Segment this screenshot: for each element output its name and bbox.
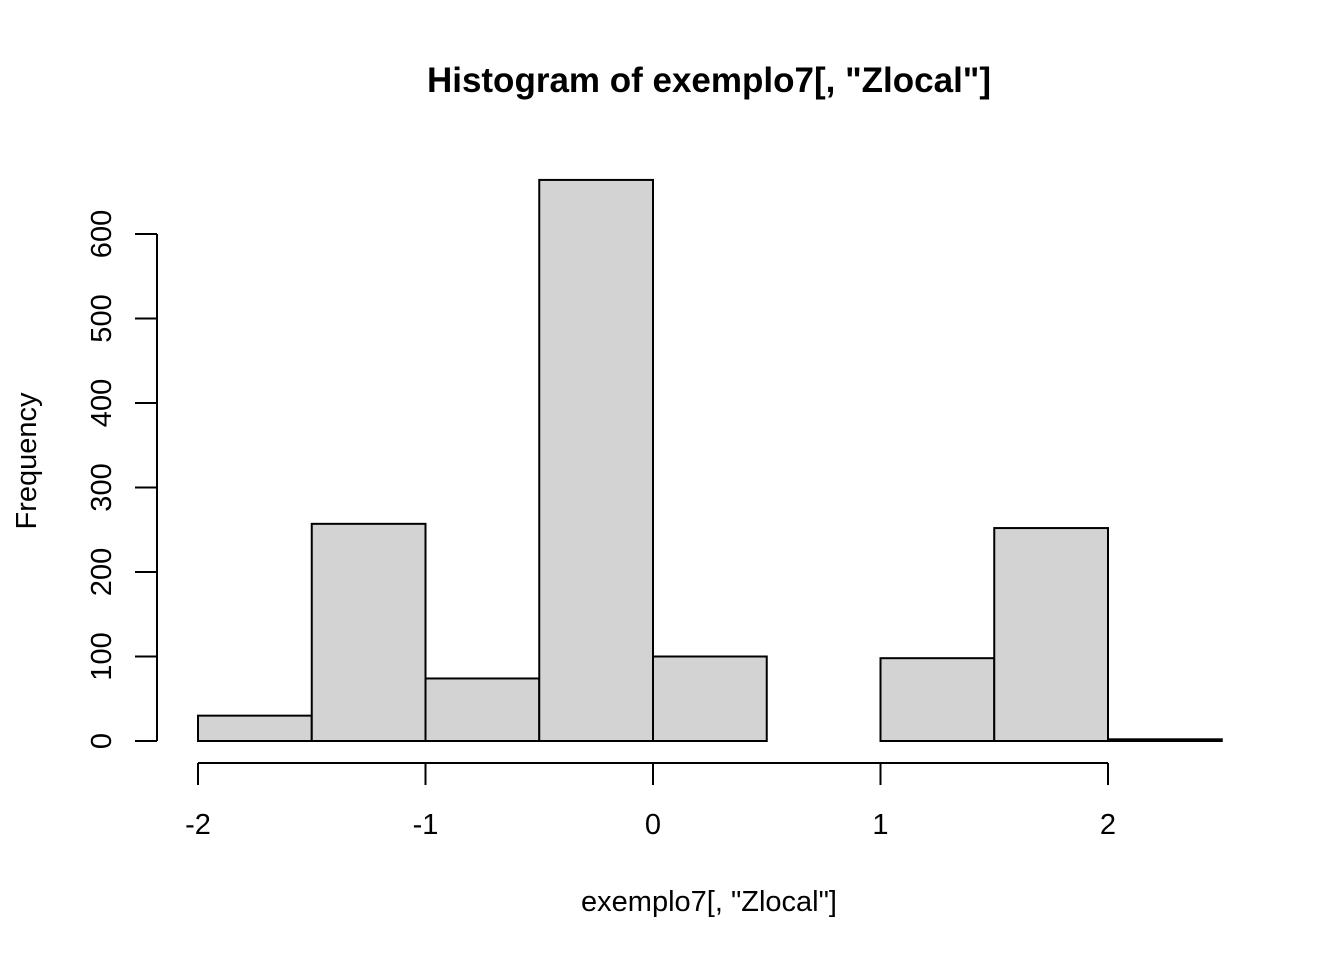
histogram-bar bbox=[197, 714, 313, 743]
histogram-bar bbox=[1107, 738, 1223, 742]
y-axis-label: Frequency bbox=[11, 392, 43, 530]
x-tick-label: -1 bbox=[413, 809, 439, 841]
x-axis-label: exemplo7[, "Zlocal"] bbox=[581, 886, 837, 918]
x-axis: -2 -1 0 1 2 bbox=[185, 762, 1116, 841]
y-axis: 0 100 200 300 400 500 600 bbox=[86, 210, 158, 749]
chart-title: Histogram of exemplo7[, "Zlocal"] bbox=[427, 61, 991, 100]
y-tick-label: 200 bbox=[86, 548, 118, 596]
y-tick-label: 0 bbox=[86, 733, 118, 749]
histogram-bar bbox=[424, 677, 541, 742]
y-tick-label: 100 bbox=[86, 632, 118, 680]
x-tick-label: 0 bbox=[645, 809, 661, 841]
histogram-bar bbox=[993, 527, 1109, 742]
x-tick-label: 1 bbox=[872, 809, 888, 841]
y-tick-label: 500 bbox=[86, 294, 118, 342]
bars-group bbox=[197, 178, 1223, 743]
histogram-bar bbox=[652, 655, 768, 742]
y-tick-label: 300 bbox=[86, 463, 118, 511]
histogram-bar bbox=[879, 657, 996, 742]
histogram-bar bbox=[538, 178, 654, 743]
y-tick-label: 400 bbox=[86, 379, 118, 427]
y-tick-label: 600 bbox=[86, 210, 118, 258]
x-tick-label: 2 bbox=[1100, 809, 1116, 841]
x-tick-label: -2 bbox=[185, 809, 211, 841]
histogram-bar bbox=[310, 522, 427, 743]
